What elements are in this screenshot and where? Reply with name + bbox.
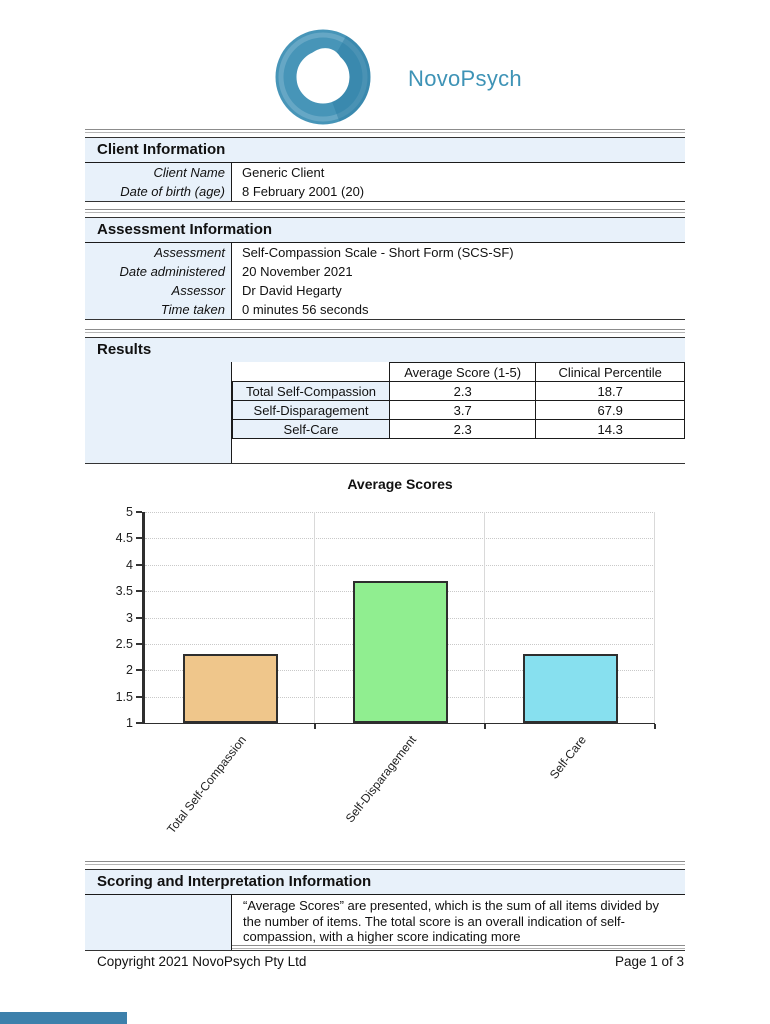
scoring-interpretation-title: Scoring and Interpretation Information [85,869,685,895]
client-name-row: Client Name Generic Client [85,163,685,182]
y-axis-tick [136,695,142,698]
clinical-percentile-column-header: Clinical Percentile [535,362,685,382]
chart-bar [182,654,278,723]
y-gridline [145,564,655,566]
date-administered-label: Date administered [119,264,226,279]
y-tick-label: 1.5 [115,689,133,704]
x-gridline [654,512,655,723]
average-score-column-header: Average Score (1-5) [388,362,537,382]
page-number: Page 1 of 3 [614,954,684,969]
results-table: Average Score (1-5) Clinical Percentile … [232,362,685,439]
date-of-birth-row: Date of birth (age) 8 February 2001 (20) [85,182,685,201]
assessment-label: Assessment [154,245,225,260]
client-information-section: Client Information Client Name Generic C… [85,137,685,202]
y-axis-tick [136,616,142,619]
y-gridline [145,512,655,513]
novopsych-logo-icon [275,29,371,125]
y-tick-label: 3.5 [115,584,133,599]
assessment-information-section: Assessment Information Assessment Self-C… [85,217,685,320]
y-tick-label: 4 [126,557,133,572]
assessor-label: Assessor [171,283,225,298]
row-label: Self-Disparagement [232,400,390,420]
chart-bar [522,654,618,723]
client-name-value: Generic Client [242,165,325,180]
client-name-label: Client Name [153,165,225,180]
label-column-background [85,243,232,319]
scoring-interpretation-section: Scoring and Interpretation Information “… [85,869,685,951]
y-tick-label: 4.5 [115,531,133,546]
chart-bar [352,580,448,723]
y-axis-tick [136,590,142,593]
date-administered-row: Date administered 20 November 2021 [85,262,685,281]
label-column-background [85,163,232,201]
y-tick-label: 2.5 [115,636,133,651]
row-label: Self-Care [232,419,390,439]
y-axis-tick [136,563,142,566]
time-taken-value: 0 minutes 56 seconds [242,302,369,317]
assessor-row: Assessor Dr David Hegarty [85,281,685,300]
copyright-text: Copyright 2021 NovoPsych Pty Ltd [97,954,307,969]
row-label: Total Self-Compassion [232,381,390,401]
client-information-title: Client Information [85,137,685,163]
bottom-ui-bar [0,1012,127,1024]
date-administered-value: 20 November 2021 [242,264,353,279]
results-header-row: Average Score (1-5) Clinical Percentile [233,362,685,382]
chart-plot-area: 5 4.5 4 3.5 3 2.5 2 1.5 1 Total Self-Compassion Se… [116,505,656,836]
average-score-cell: 2.3 [388,381,537,401]
assessment-information-body: Assessment Self-Compassion Scale - Short… [85,243,685,320]
separator-line [85,329,685,333]
logo-wordmark: NovoPsych [408,66,522,91]
clinical-percentile-cell: 18.7 [535,381,685,401]
table-row: Self-Care 2.3 14.3 [232,419,685,439]
results-body: Average Score (1-5) Clinical Percentile … [85,362,685,464]
y-tick-label: 2 [126,663,133,678]
x-category-label: Total Self-Compassion [164,733,250,837]
separator-line [85,945,685,949]
table-row: Self-Disparagement 3.7 67.9 [232,400,685,420]
clinical-percentile-cell: 14.3 [535,419,685,439]
y-axis-tick [136,537,142,540]
y-axis-tick [136,642,142,645]
y-axis-tick [136,669,142,672]
average-score-cell: 2.3 [388,419,537,439]
x-category-label: Self-Care [546,733,590,782]
results-section: Results Average Score (1-5) Clinical Per… [85,337,685,464]
scoring-interpretation-text: “Average Scores” are presented, which is… [243,898,659,944]
x-axis-tick [314,724,316,729]
results-blank-header [233,363,390,382]
scoring-interpretation-body: “Average Scores” are presented, which is… [85,895,685,951]
clinical-percentile-cell: 67.9 [535,400,685,420]
time-taken-label: Time taken [160,302,225,317]
label-column-background [85,895,232,950]
x-gridline [314,512,315,723]
y-tick-label: 5 [126,505,133,519]
separator-line [85,129,685,133]
time-taken-row: Time taken 0 minutes 56 seconds [85,300,685,319]
y-tick-label: 3 [126,610,133,625]
assessment-row: Assessment Self-Compassion Scale - Short… [85,243,685,262]
x-category-label: Self-Disparagement [342,733,420,826]
y-axis-tick [136,511,142,513]
label-column-background [85,362,232,463]
assessment-value: Self-Compassion Scale - Short Form (SCS-… [242,245,514,260]
y-gridline [145,538,655,540]
average-scores-chart: Average Scores 5 4.5 4 3.5 3 2.5 2 1.5 1 Total Se… [0,468,770,860]
date-of-birth-value: 8 February 2001 (20) [242,184,365,199]
assessment-information-title: Assessment Information [85,217,685,243]
table-row: Total Self-Compassion 2.3 18.7 [232,381,685,401]
date-of-birth-label: Date of birth (age) [120,184,225,199]
x-axis-tick [484,724,486,729]
chart-title: Average Scores [347,476,453,492]
client-information-body: Client Name Generic Client Date of birth… [85,163,685,202]
x-axis-tick [654,724,656,729]
y-axis-tick [136,722,142,724]
y-tick-label: 1 [126,716,133,730]
separator-line [85,209,685,213]
assessor-value: Dr David Hegarty [242,283,342,298]
x-gridline [484,512,485,723]
separator-line [85,861,685,865]
results-title: Results [85,337,685,362]
average-score-cell: 3.7 [388,400,537,420]
